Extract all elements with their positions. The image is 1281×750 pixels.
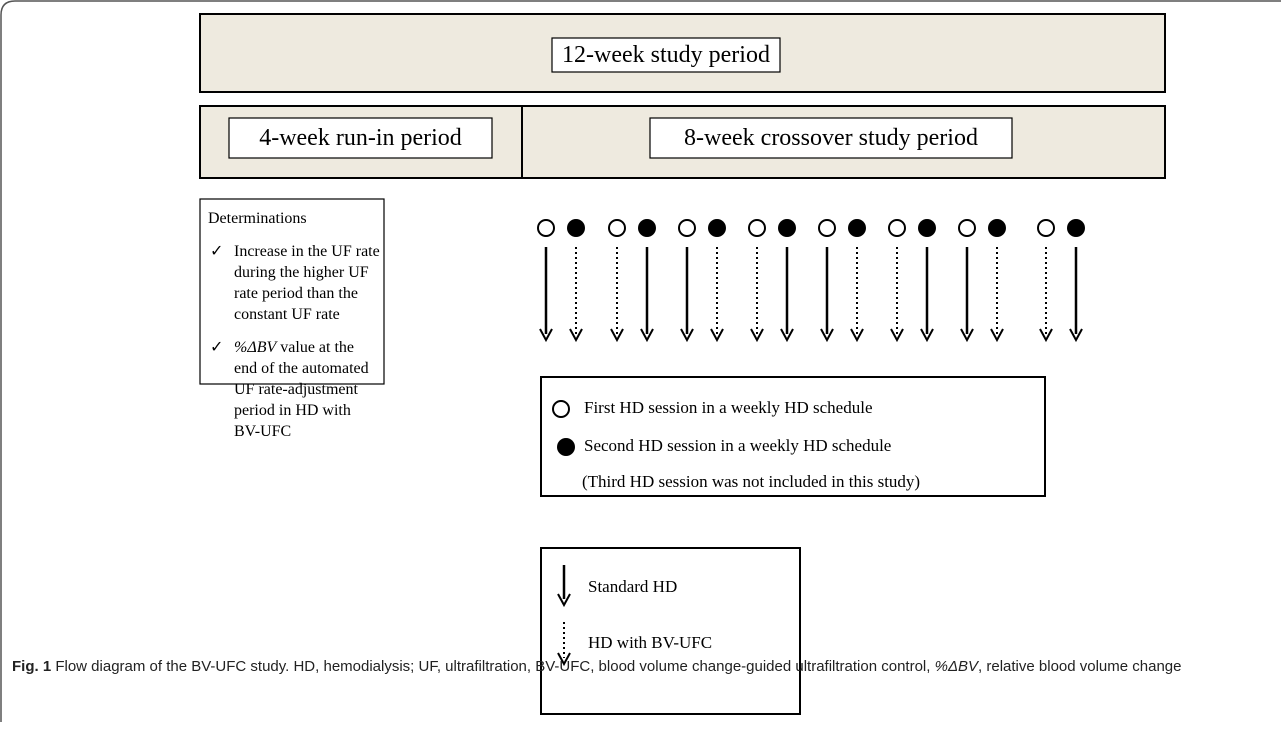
filled-circle [1067, 219, 1085, 237]
arrow-head [569, 328, 583, 343]
arrow-head [680, 328, 694, 343]
phase-label: 8-week crossover study period [684, 125, 978, 151]
arrow-head [557, 652, 571, 667]
open-circle [537, 219, 555, 237]
arrow-head [960, 328, 974, 343]
open-circle-icon [552, 400, 570, 418]
arrow-head [710, 328, 724, 343]
arrow-head [1039, 328, 1053, 343]
filled-circle [567, 219, 585, 237]
legend-label: First HD session in a weekly HD schedule [584, 398, 873, 417]
sessions-legend-box [540, 376, 1046, 497]
arrow-head [539, 328, 553, 343]
open-circle [958, 219, 976, 237]
arrow-head [557, 593, 571, 608]
session-timeline [537, 219, 1085, 343]
caption-label: Fig. 1 [12, 658, 52, 675]
arrow-head [780, 328, 794, 343]
arrow-head [990, 328, 1004, 343]
legend-arrows [557, 565, 571, 667]
arrow-head [890, 328, 904, 343]
arrow-head [1069, 328, 1083, 343]
banner-label: 12-week study period [562, 42, 770, 68]
caption-text: Flow diagram of the BV-UFC study. HD, he… [51, 658, 935, 675]
arrow-head [850, 328, 864, 343]
legend-label: Standard HD [588, 577, 678, 596]
open-circle [678, 219, 696, 237]
frame [0, 0, 1281, 722]
phase-label-box [228, 117, 493, 159]
filled-circle [708, 219, 726, 237]
item-text: value at the end of the automated UF rat… [234, 339, 369, 440]
arrow-head [750, 328, 764, 343]
determinations-box [199, 198, 385, 385]
arrow-head [610, 328, 624, 343]
arrow-head [920, 328, 934, 343]
filled-circle-icon [557, 438, 575, 456]
arrows-legend-box [540, 547, 801, 715]
caption: Fig. 1 Flow diagram of the BV-UFC study.… [12, 655, 1267, 678]
caption-term: %ΔBV [934, 658, 979, 675]
filled-circle [988, 219, 1006, 237]
banner-label-box [551, 37, 781, 73]
open-circle [818, 219, 836, 237]
filled-circle [848, 219, 866, 237]
legend-label: Second HD session in a weekly HD schedul… [584, 436, 892, 455]
phase-label: 4-week run-in period [259, 125, 462, 151]
filled-circle [638, 219, 656, 237]
arrow-head [820, 328, 834, 343]
caption-text: , relative blood volume change [978, 658, 1182, 675]
determination-item: ✓ Increase in the UF rate during the high… [210, 243, 380, 323]
open-circle [888, 219, 906, 237]
phase-label-box [649, 117, 1013, 159]
filled-circle [918, 219, 936, 237]
open-circle [608, 219, 626, 237]
arrow-head [640, 328, 654, 343]
determinations-title: Determinations [208, 210, 307, 227]
determination-item: ✓ %ΔBV value at the end of the automated … [210, 339, 369, 440]
item-text: Increase in the UF rate during the highe… [234, 243, 380, 323]
legend-label: HD with BV-UFC [588, 633, 713, 652]
term: %ΔBV [234, 339, 277, 356]
open-circle [748, 219, 766, 237]
legend-note: (Third HD session was not included in th… [582, 472, 921, 491]
filled-circle [778, 219, 796, 237]
open-circle [1037, 219, 1055, 237]
determinations: Determinations ✓ Increase in the UF rate … [208, 208, 380, 442]
